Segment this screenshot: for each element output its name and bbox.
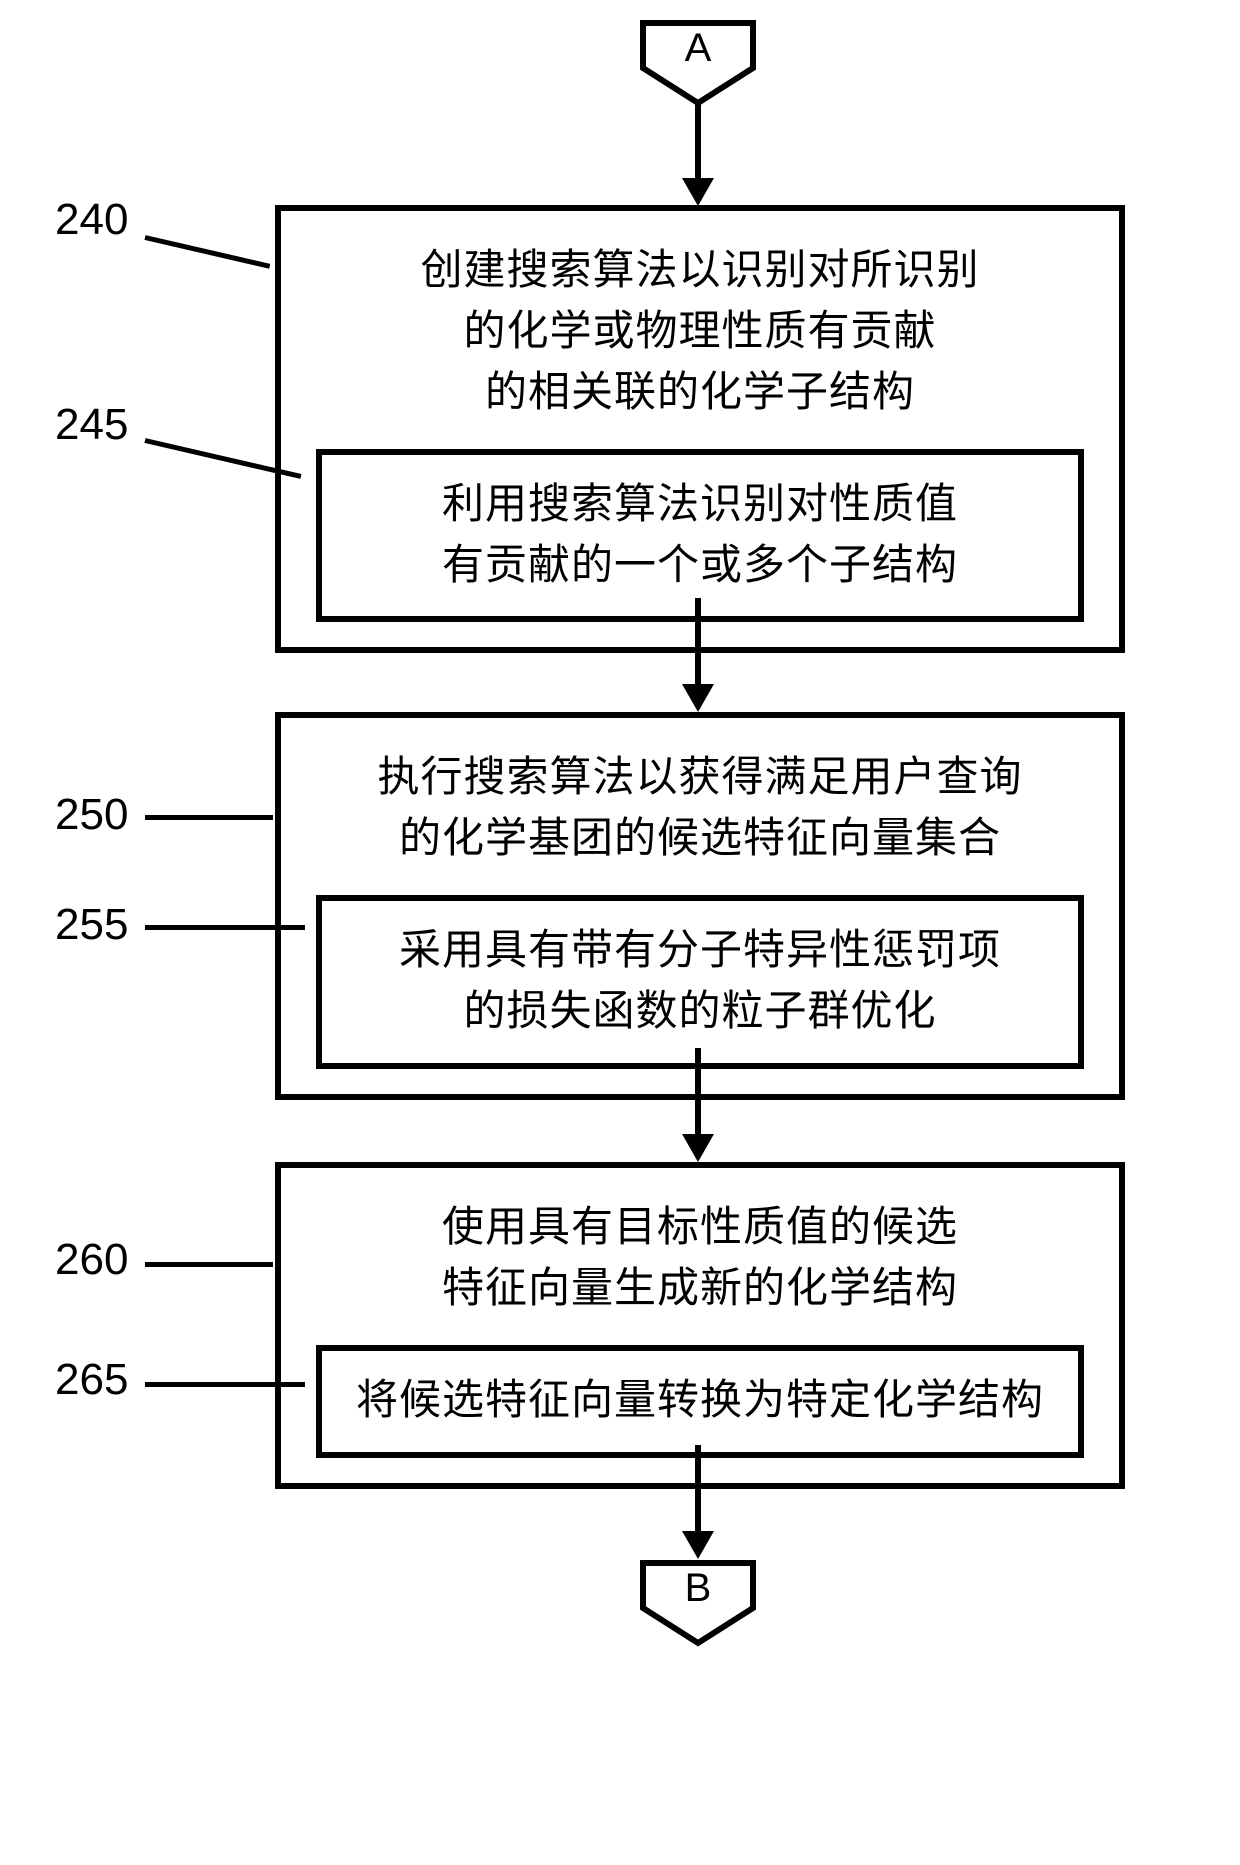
arrow-250-to-260 [695,1048,701,1138]
step-240-text: 创建搜索算法以识别对所识别 的化学或物理性质有贡献 的相关联的化学子结构 [316,241,1084,424]
step-260-box: 使用具有目标性质值的候选 特征向量生成新的化学结构 将候选特征向量转换为特定化学… [275,1162,1125,1489]
offpage-label-a: A [638,26,758,71]
arrow-a-to-240 [695,104,701,182]
ref-label-265: 265 [55,1355,128,1405]
step-260-text: 使用具有目标性质值的候选 特征向量生成新的化学结构 [316,1198,1084,1320]
offpage-connector-top: A [638,18,758,108]
step-265-box: 将候选特征向量转换为特定化学结构 [316,1345,1084,1458]
arrowhead-2 [682,684,714,712]
ref-label-245: 245 [55,400,128,450]
flowchart-container: A 创建搜索算法以识别对所识别 的化学或物理性质有贡献 的相关联的化学子结构 利… [0,0,1240,1865]
arrowhead-1 [682,178,714,206]
step-255-text: 采用具有带有分子特异性惩罚项 的损失函数的粒子群优化 [347,921,1053,1043]
step-240-box: 创建搜索算法以识别对所识别 的化学或物理性质有贡献 的相关联的化学子结构 利用搜… [275,205,1125,653]
step-250-box: 执行搜索算法以获得满足用户查询 的化学基团的候选特征向量集合 采用具有带有分子特… [275,712,1125,1100]
arrow-260-to-b [695,1445,701,1535]
arrow-240-to-250 [695,598,701,688]
ref-label-255: 255 [55,900,128,950]
ref-line-255 [145,925,305,930]
ref-line-250 [145,815,273,820]
ref-line-240 [144,235,270,269]
ref-label-250: 250 [55,790,128,840]
step-245-box: 利用搜索算法识别对性质值 有贡献的一个或多个子结构 [316,449,1084,623]
offpage-label-b: B [638,1566,758,1611]
ref-line-260 [145,1262,273,1267]
offpage-connector-bottom: B [638,1558,758,1648]
arrowhead-3 [682,1134,714,1162]
arrowhead-4 [682,1531,714,1559]
ref-line-265 [145,1382,305,1387]
step-255-box: 采用具有带有分子特异性惩罚项 的损失函数的粒子群优化 [316,895,1084,1069]
step-265-text: 将候选特征向量转换为特定化学结构 [347,1371,1053,1432]
ref-label-240: 240 [55,195,128,245]
step-245-text: 利用搜索算法识别对性质值 有贡献的一个或多个子结构 [347,475,1053,597]
step-250-text: 执行搜索算法以获得满足用户查询 的化学基团的候选特征向量集合 [316,748,1084,870]
ref-label-260: 260 [55,1235,128,1285]
